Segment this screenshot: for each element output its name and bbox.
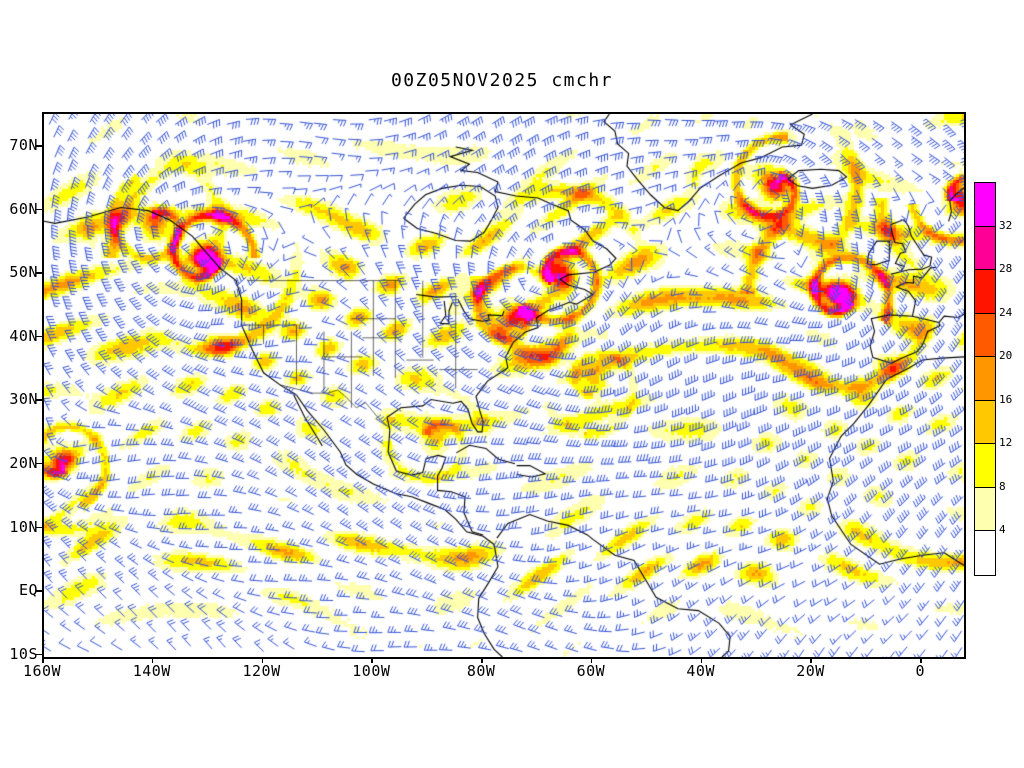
x-axis-label: 120W xyxy=(242,662,281,680)
x-axis-label: 160W xyxy=(22,662,62,680)
x-axis-label: 80W xyxy=(466,662,496,680)
x-axis-label: 100W xyxy=(352,662,391,680)
y-axis-tick xyxy=(36,653,42,656)
y-axis-label: 70N xyxy=(9,136,38,155)
colorbar-label: 4 xyxy=(999,523,1006,537)
y-axis-label: 10S xyxy=(9,644,38,663)
y-axis-label: 30N xyxy=(9,390,38,409)
colorbar-label: 12 xyxy=(999,436,1013,450)
y-axis-tick xyxy=(36,590,42,592)
x-axis-label: 140W xyxy=(132,662,171,680)
colorbar xyxy=(974,182,996,576)
x-axis-tick xyxy=(151,657,154,663)
colorbar-segment xyxy=(975,531,995,575)
colorbar-label: 24 xyxy=(999,305,1013,319)
vorticity-wind-map-canvas xyxy=(44,114,964,657)
colorbar-segment xyxy=(975,487,995,532)
y-axis-label: 10N xyxy=(9,517,38,536)
x-axis-tick xyxy=(261,657,264,663)
x-axis-tick xyxy=(371,657,373,663)
y-axis-tick xyxy=(36,526,42,529)
x-axis-tick xyxy=(810,657,812,663)
colorbar-segment xyxy=(975,183,995,227)
y-axis-label: 20N xyxy=(9,453,38,472)
colorbar-label: 20 xyxy=(999,349,1013,363)
x-axis-tick xyxy=(42,657,44,663)
x-axis-label: 20W xyxy=(796,662,825,680)
x-axis-tick xyxy=(700,657,703,663)
colorbar-label: 28 xyxy=(999,262,1013,276)
colorbar-segment xyxy=(975,357,995,401)
y-axis-label: 50N xyxy=(9,263,38,282)
y-axis-tick xyxy=(36,462,42,465)
colorbar-segment xyxy=(975,270,995,314)
y-axis-label: 60N xyxy=(9,199,38,218)
y-axis-tick xyxy=(36,399,42,401)
x-axis-tick xyxy=(481,657,483,663)
map-frame xyxy=(42,112,966,659)
x-axis-label: 0 xyxy=(915,662,926,680)
colorbar-label: 16 xyxy=(999,392,1013,406)
colorbar-segment xyxy=(975,444,995,488)
y-axis-tick xyxy=(36,272,42,274)
y-axis-tick xyxy=(36,208,42,211)
x-axis-label: 60W xyxy=(576,662,606,680)
colorbar-label: 8 xyxy=(999,479,1006,493)
x-axis-label: 40W xyxy=(686,662,715,680)
colorbar-segment xyxy=(975,313,995,358)
y-axis-tick xyxy=(36,335,42,338)
colorbar-segment xyxy=(975,400,995,445)
colorbar-label: 32 xyxy=(999,218,1013,232)
x-axis-tick xyxy=(590,657,593,663)
colorbar-segment xyxy=(975,226,995,271)
title-line-init: 00Z05NOV2025 cmchr xyxy=(390,70,614,91)
x-axis-tick xyxy=(920,657,922,663)
y-axis-tick xyxy=(36,145,42,147)
y-axis-label: 40N xyxy=(9,326,38,345)
y-axis-label: EQ xyxy=(18,581,38,600)
